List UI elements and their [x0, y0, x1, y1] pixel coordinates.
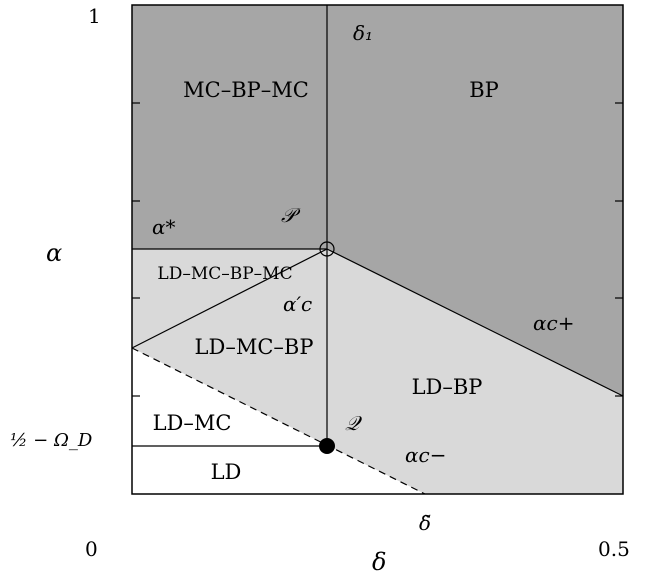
region-label-ld: LD	[211, 460, 242, 484]
region-label-mc-bp-mc: MC–BP–MC	[183, 78, 309, 102]
alpha-c-plus-line	[326, 248, 624, 397]
region-label-bp: BP	[469, 78, 499, 102]
y-axis-label: α	[46, 239, 62, 267]
y-tick-1: 1	[88, 4, 101, 28]
curve-label-alpha-c-minus: αc−	[405, 443, 446, 467]
plot-frame	[131, 4, 624, 495]
curve-label-alpha-c-prime: α′c	[283, 292, 312, 316]
region-label-ld-mc-bp-mc: LD–MC–BP–MC	[157, 264, 292, 284]
y-tick-half-minus-omega: ½ − Ω_D	[10, 430, 93, 451]
point-label-Q: 𝒬	[345, 411, 363, 435]
left-ticks	[132, 102, 140, 397]
curve-label-delta1: δ₁	[353, 21, 373, 45]
curve-label-alpha-c-plus: αc+	[533, 311, 574, 335]
point-P-marker	[319, 241, 335, 257]
region-dark	[132, 5, 623, 396]
alpha-c-prime-line	[131, 248, 328, 349]
curve-label-alpha-star: α*	[152, 215, 176, 239]
x-tick-0: 0	[85, 537, 98, 561]
region-label-ld-bp: LD–BP	[412, 375, 483, 399]
region-light	[132, 249, 623, 494]
x-tick-0-5: 0.5	[598, 537, 630, 561]
region-label-ld-mc: LD–MC	[153, 411, 232, 435]
alpha-c-minus-line	[131, 347, 426, 495]
x-tick-delta-tilde: δ̃	[419, 511, 431, 535]
point-Q-marker	[319, 438, 335, 454]
x-axis-label: δ	[372, 548, 386, 576]
region-label-ld-mc-bp: LD–MC–BP	[195, 335, 314, 359]
right-ticks	[615, 102, 623, 397]
